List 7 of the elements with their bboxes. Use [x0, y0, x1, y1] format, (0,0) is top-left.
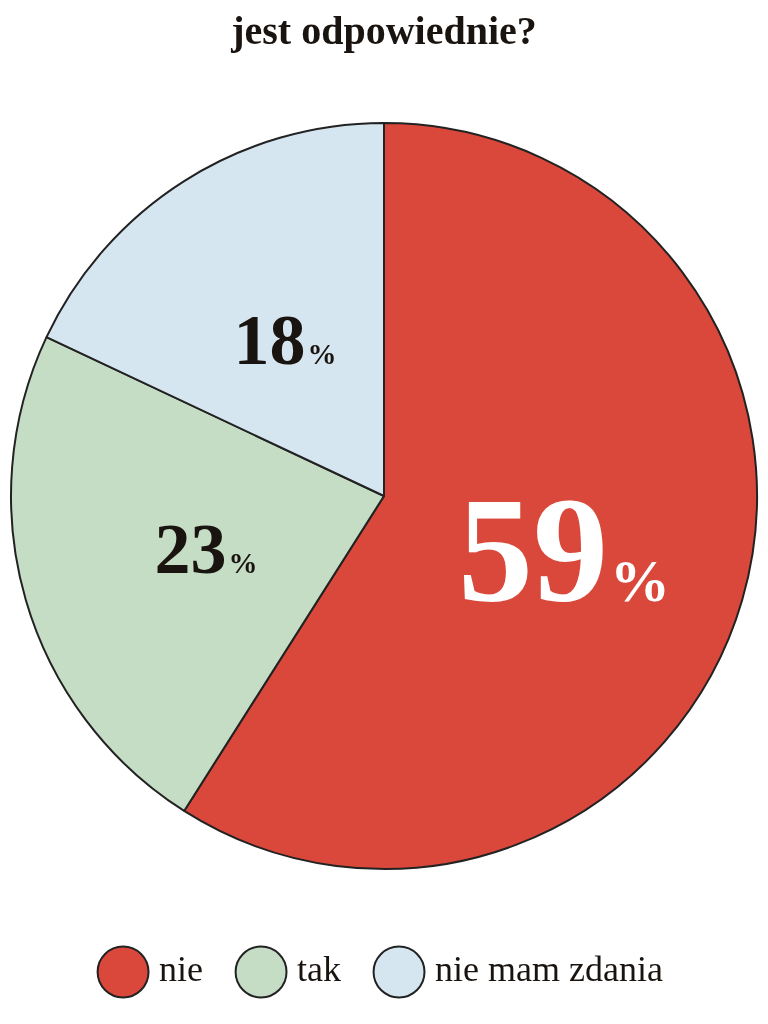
legend-label: tak	[297, 949, 342, 990]
data-label: 59%	[458, 466, 671, 633]
data-label: 23%	[154, 509, 258, 590]
legend-label: nie	[159, 949, 204, 990]
chart-title: jest odpowiednie?	[230, 8, 537, 54]
data-label: 18%	[233, 299, 337, 380]
legend-label: nie mam zdania	[435, 949, 663, 990]
